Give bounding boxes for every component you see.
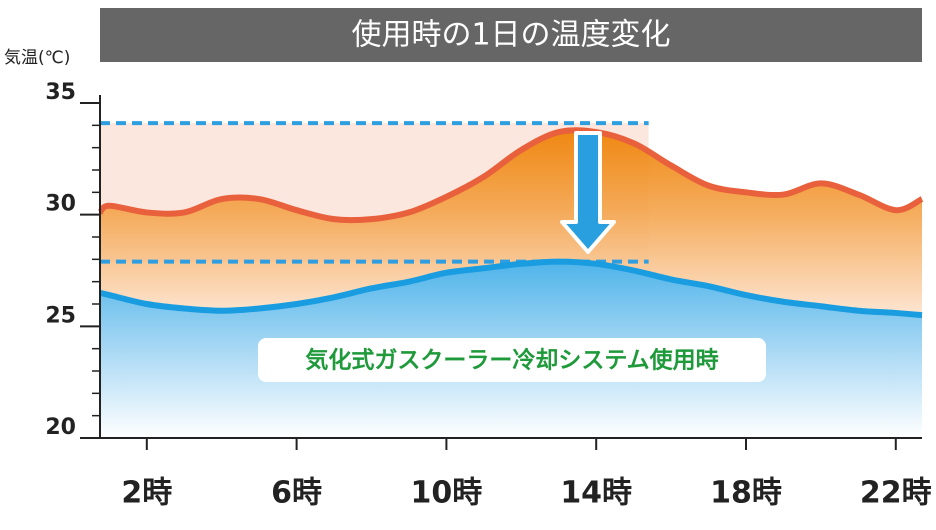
series-line (97, 127, 924, 224)
x-tick-label: 2時 (121, 476, 172, 511)
plot: 気化式ガスクーラー冷却システム使用時 20 25 30 35 2時 6時 10時 14時 18時 2… (45, 80, 931, 511)
annotation-box (258, 338, 766, 382)
y-tick-label: 35 (45, 80, 76, 105)
arrow (560, 131, 616, 254)
annotation: 気化式ガスクーラー冷却システム使用時 (305, 347, 718, 374)
x-tick-label: 18時 (710, 476, 782, 511)
title-bar (100, 8, 922, 62)
x-tick-label: 6時 (271, 476, 322, 511)
x-tick-label: 22時 (860, 476, 932, 511)
y-axis-label: 気温(℃) (4, 48, 70, 68)
chart-title: 使用時の1日の温度変化 (351, 18, 670, 53)
x-tick-label: 14時 (560, 476, 632, 511)
series-line (99, 258, 923, 319)
area-fill (100, 130, 922, 316)
x-tick-label: 10時 (411, 476, 483, 511)
y-tick-label: 30 (45, 192, 76, 217)
y-tick-label: 20 (45, 415, 76, 440)
y-tick-label: 25 (45, 303, 76, 328)
